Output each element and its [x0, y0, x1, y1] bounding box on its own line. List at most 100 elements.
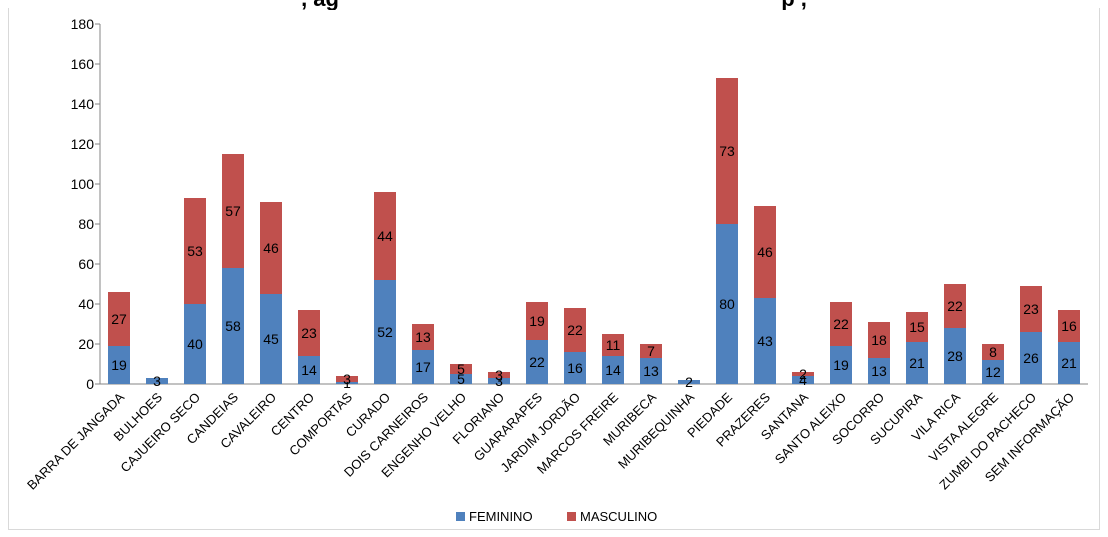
data-label-feminino: 28 [947, 348, 963, 364]
bar-feminino [868, 358, 890, 384]
bar-masculino [982, 344, 1004, 360]
bar-feminino [260, 294, 282, 384]
data-label-masculino: 23 [301, 325, 317, 341]
data-label-feminino: 22 [529, 354, 545, 370]
bar-masculino [716, 78, 738, 224]
bar-masculino [1020, 286, 1042, 332]
bar-masculino [222, 154, 244, 268]
bar-feminino [298, 356, 320, 384]
data-label-feminino: 5 [457, 371, 465, 387]
y-tick-label: 80 [78, 216, 94, 232]
data-label-masculino: 23 [1023, 301, 1039, 317]
data-label-masculino: 5 [457, 361, 465, 377]
bar-feminino [336, 382, 358, 384]
data-label-masculino: 18 [871, 332, 887, 348]
bar-masculino [754, 206, 776, 298]
data-label-masculino: 27 [111, 311, 127, 327]
data-label-feminino: 14 [301, 362, 317, 378]
data-label-feminino: 1 [343, 375, 351, 391]
data-label-feminino: 58 [225, 318, 241, 334]
bar-masculino [184, 198, 206, 304]
chart-title-left: , ag [301, 0, 339, 10]
data-label-masculino: 53 [187, 243, 203, 259]
data-label-feminino: 3 [495, 373, 503, 389]
bar-masculino [450, 364, 472, 374]
data-label-feminino: 45 [263, 331, 279, 347]
data-label-feminino: 2 [685, 374, 693, 390]
x-tick-label: BARRA DE JANGADA [24, 389, 127, 492]
data-label-masculino: 73 [719, 143, 735, 159]
bar-masculino [944, 284, 966, 328]
legend-swatch-masculino [567, 512, 576, 521]
y-tick-label: 120 [71, 136, 95, 152]
bar-feminino [564, 352, 586, 384]
data-label-feminino: 80 [719, 296, 735, 312]
bar-masculino [260, 202, 282, 294]
data-label-feminino: 14 [605, 362, 621, 378]
bar-masculino [602, 334, 624, 356]
data-label-feminino: 3 [153, 373, 161, 389]
bar-masculino [640, 344, 662, 358]
bar-masculino [906, 312, 928, 342]
data-label-masculino: 7 [647, 343, 655, 359]
data-label-feminino: 43 [757, 333, 773, 349]
bar-masculino [564, 308, 586, 352]
chart-title-strip: , ag p , [0, 0, 1108, 10]
bar-feminino [1058, 342, 1080, 384]
bar-feminino [526, 340, 548, 384]
data-label-feminino: 40 [187, 336, 203, 352]
bar-feminino [412, 350, 434, 384]
bar-feminino [906, 342, 928, 384]
data-label-masculino: 11 [606, 337, 621, 353]
chart-frame [8, 8, 1100, 530]
bar-masculino [412, 324, 434, 350]
y-tick-label: 180 [71, 16, 95, 32]
bar-feminino [678, 380, 700, 384]
bar-masculino [374, 192, 396, 280]
data-label-masculino: 13 [415, 329, 431, 345]
bar-feminino [792, 376, 814, 384]
y-tick-label: 0 [86, 376, 94, 392]
bar-masculino [336, 376, 358, 382]
data-label-feminino: 21 [909, 355, 925, 371]
bar-masculino [108, 292, 130, 346]
y-tick-label: 140 [71, 96, 95, 112]
bar-feminino [982, 360, 1004, 384]
bar-feminino [222, 268, 244, 384]
data-label-masculino: 57 [225, 203, 241, 219]
data-label-masculino: 3 [495, 367, 503, 383]
legend-label-masculino: MASCULINO [580, 509, 657, 524]
data-label-masculino: 44 [377, 228, 393, 244]
chart-title: , ag p , [301, 0, 807, 10]
bar-feminino [374, 280, 396, 384]
data-label-feminino: 16 [567, 360, 583, 376]
bar-feminino [184, 304, 206, 384]
bar-feminino [944, 328, 966, 384]
data-label-masculino: 19 [529, 313, 545, 329]
data-label-feminino: 4 [799, 372, 807, 388]
data-label-feminino: 12 [985, 364, 1001, 380]
y-tick-label: 100 [71, 176, 95, 192]
bar-masculino [792, 372, 814, 376]
bar-masculino [1058, 310, 1080, 342]
data-label-masculino: 46 [757, 244, 773, 260]
bar-feminino [640, 358, 662, 384]
data-label-feminino: 17 [415, 359, 431, 375]
data-label-masculino: 3 [343, 371, 351, 387]
bar-feminino [1020, 332, 1042, 384]
data-label-feminino: 13 [643, 363, 659, 379]
bar-feminino [830, 346, 852, 384]
data-label-feminino: 13 [871, 363, 887, 379]
bar-feminino [716, 224, 738, 384]
bar-masculino [868, 322, 890, 358]
data-label-feminino: 21 [1061, 355, 1077, 371]
data-label-feminino: 19 [111, 357, 127, 373]
legend-label-feminino: FEMININO [469, 509, 533, 524]
bar-feminino [108, 346, 130, 384]
data-label-masculino: 2 [799, 366, 807, 382]
bar-masculino [526, 302, 548, 340]
bar-masculino [488, 372, 510, 378]
data-label-masculino: 46 [263, 240, 279, 256]
data-label-feminino: 52 [377, 324, 393, 340]
